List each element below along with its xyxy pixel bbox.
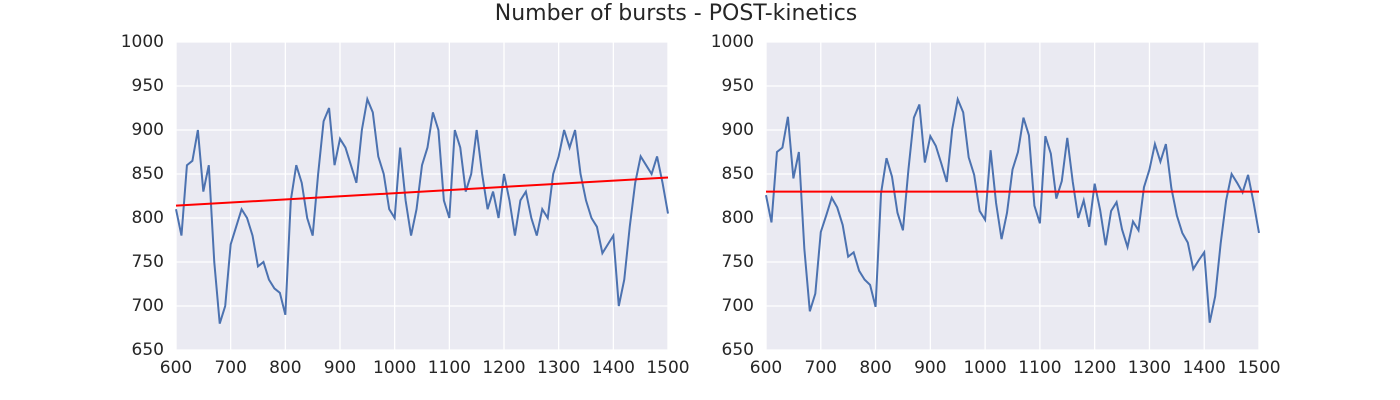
- x-tick-label: 900: [914, 358, 946, 378]
- x-tick-label: 700: [805, 358, 837, 378]
- figure-title: Number of bursts - POST-kinetics: [495, 1, 858, 26]
- x-tick-label: 1300: [537, 358, 580, 378]
- x-tick-label: 1500: [1237, 358, 1280, 378]
- y-tick-label: 950: [132, 76, 164, 96]
- y-tick-label: 750: [132, 252, 164, 272]
- y-tick-label: 950: [722, 76, 754, 96]
- y-tick-label: 850: [132, 164, 164, 184]
- x-tick-label: 600: [160, 358, 192, 378]
- x-tick-label: 1400: [592, 358, 635, 378]
- x-tick-label: 1500: [646, 358, 689, 378]
- x-tick-label: 800: [859, 358, 891, 378]
- plot-area: [766, 42, 1259, 350]
- y-tick-label: 900: [722, 120, 754, 140]
- data-line: [765, 95, 1260, 323]
- x-tick-label: 1100: [428, 358, 471, 378]
- x-tick-label: 1000: [373, 358, 416, 378]
- y-tick-label: 750: [722, 252, 754, 272]
- x-tick-label: 700: [214, 358, 246, 378]
- y-tick-label: 650: [132, 340, 164, 360]
- x-tick-label: 1000: [963, 358, 1006, 378]
- x-tick-label: 1200: [482, 358, 525, 378]
- x-tick-label: 600: [750, 358, 782, 378]
- x-tick-label: 1200: [1073, 358, 1116, 378]
- x-tick-label: 1400: [1183, 358, 1226, 378]
- y-tick-label: 650: [722, 340, 754, 360]
- y-tick-label: 1000: [121, 32, 164, 52]
- y-tick-label: 700: [722, 296, 754, 316]
- y-tick-label: 1000: [711, 32, 754, 52]
- y-tick-label: 800: [132, 208, 164, 228]
- y-tick-label: 850: [722, 164, 754, 184]
- x-tick-label: 1100: [1018, 358, 1061, 378]
- y-tick-label: 700: [132, 296, 164, 316]
- data-line: [175, 95, 669, 324]
- x-tick-label: 1300: [1128, 358, 1171, 378]
- x-tick-label: 800: [269, 358, 301, 378]
- data-line: [175, 176, 669, 207]
- plot-area: [176, 42, 668, 350]
- y-tick-label: 900: [132, 120, 164, 140]
- x-tick-label: 900: [324, 358, 356, 378]
- y-tick-label: 800: [722, 208, 754, 228]
